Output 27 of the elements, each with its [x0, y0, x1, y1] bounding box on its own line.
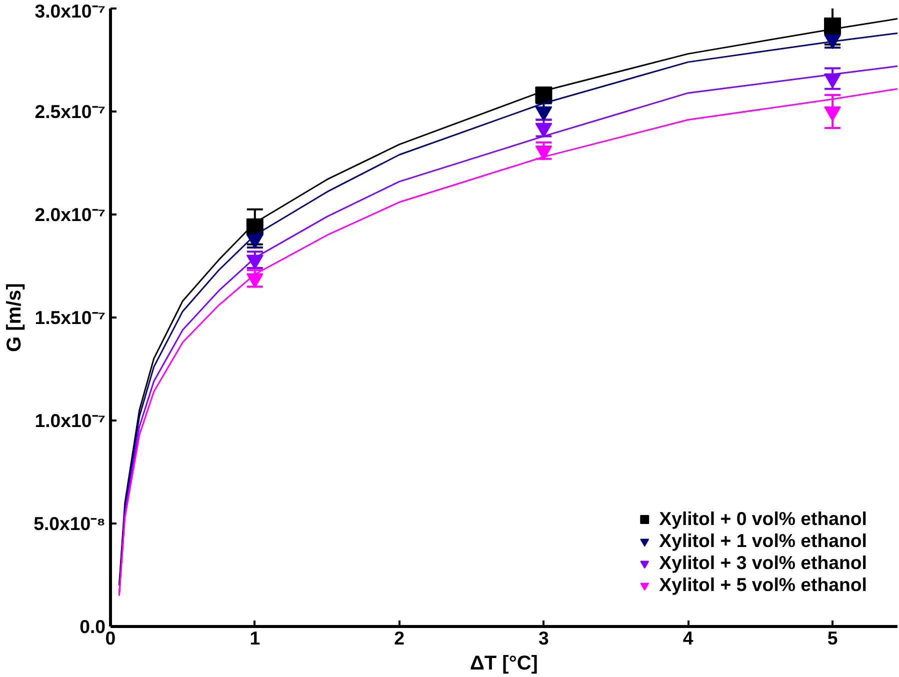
y-tick-label: 2.0x10⁻⁷ — [34, 204, 106, 225]
x-tick-label: 5 — [827, 628, 838, 648]
y-tick-label: 3.0x10⁻⁷ — [34, 0, 106, 22]
y-axis-title: G [m/s] — [4, 283, 26, 352]
x-tick-label: 2 — [394, 628, 405, 648]
y-tick-label: 2.5x10⁻⁷ — [34, 101, 106, 122]
legend-label: Xylitol + 5 vol% ethanol — [659, 574, 867, 596]
x-axis-title: ΔT [°C] — [470, 652, 538, 674]
point — [246, 234, 264, 249]
x-tick-label: 0 — [105, 628, 116, 648]
point — [824, 106, 842, 122]
x-tick-label: 1 — [250, 628, 260, 648]
point — [246, 273, 264, 288]
point — [535, 146, 552, 160]
legend-label: Xylitol + 0 vol% ethanol — [659, 508, 867, 530]
x-tick-label: 3 — [538, 628, 549, 648]
point — [246, 254, 264, 270]
x-tick-label: 4 — [682, 628, 694, 648]
y-tick-label: 0.0 — [80, 616, 106, 637]
point — [535, 122, 552, 138]
y-tick-label: 1.5x10⁻⁷ — [34, 307, 106, 328]
y-tick-label: 5.0x10⁻⁸ — [34, 513, 106, 534]
legend-label: Xylitol + 1 vol% ethanol — [659, 530, 867, 552]
point — [535, 106, 552, 122]
y-tick-label: 1.0x10⁻⁷ — [34, 410, 106, 431]
point — [824, 34, 842, 50]
legend-label: Xylitol + 3 vol% ethanol — [659, 552, 867, 574]
